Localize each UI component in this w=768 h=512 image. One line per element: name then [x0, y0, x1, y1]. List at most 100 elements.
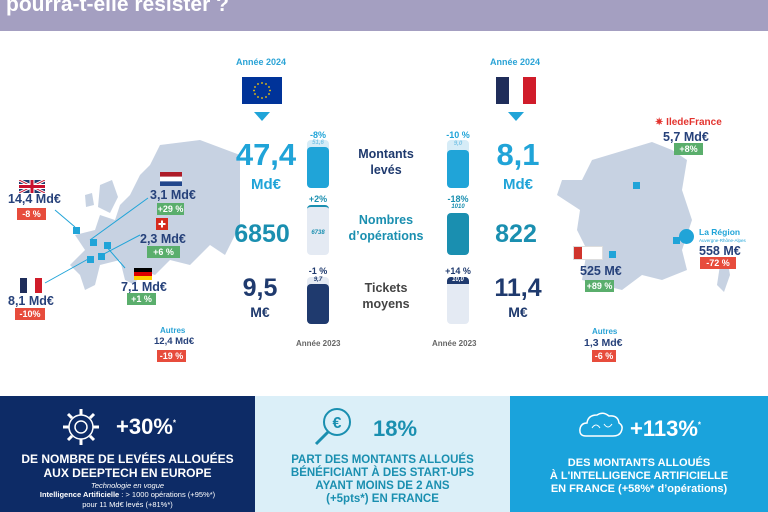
germany-value: 7,1 Md€ — [121, 280, 167, 294]
uk-flag-icon — [19, 180, 45, 193]
europe-others-label: Autres — [160, 326, 186, 335]
panel-ai: +113%* DES MONTANTS ALLOUÉS À L'INTELLIG… — [510, 396, 768, 512]
startups-headline: 18% — [373, 416, 418, 441]
fr-others-change-badge: -6 % — [592, 350, 616, 362]
occitanie-logo-icon — [573, 246, 603, 260]
occitanie-change-badge: +89 % — [585, 280, 614, 292]
eu-ticket-bar — [307, 284, 329, 324]
eu-ticket-value: 9,5 — [242, 274, 278, 302]
fr-operations-value: 822 — [495, 220, 537, 248]
label-operations: Nombres d’opérations — [348, 213, 424, 243]
eu-operations-bar — [307, 205, 329, 255]
svg-text:€: € — [333, 415, 342, 432]
eu-ticket-prev: 9,7 — [313, 277, 323, 283]
label-tickets: Tickets moyens — [362, 281, 410, 311]
france-europe-value: 8,1 Md€ — [8, 294, 54, 308]
uk-marker — [73, 227, 80, 234]
eu-amount-unit: Md€ — [251, 176, 281, 193]
header-bar: pourra-t-elle résister ? — [0, 0, 768, 31]
fr-ticket-bar — [447, 277, 469, 324]
gear-icon — [63, 409, 99, 445]
eu-arrow-down-icon — [254, 112, 270, 121]
eu-amount-value: 47,4 — [235, 137, 297, 172]
germany-marker — [104, 242, 111, 249]
idf-value: 5,7 Md€ — [663, 130, 709, 144]
aura-value: 558 M€ — [699, 244, 741, 258]
deeptech-detail-2: pour 11 Md€ levés (+81%*) — [82, 500, 173, 509]
france-map — [557, 142, 730, 292]
uk-change-badge: -8 % — [17, 208, 46, 220]
france-europe-change-badge: -10% — [15, 308, 45, 320]
fr-others-label: Autres — [592, 327, 618, 336]
idf-change-badge: +8% — [674, 143, 703, 155]
idf-logo: ✷ IledeFrance — [655, 117, 722, 128]
label-amounts: Montants levés — [358, 147, 414, 177]
eu-year-label: Année 2024 — [236, 57, 287, 67]
euro-search-icon: € — [314, 408, 351, 446]
netherlands-marker — [90, 239, 97, 246]
fr-ticket-prev: 10,0 — [452, 277, 464, 283]
fr-amount-prev: 9,0 — [453, 141, 463, 147]
germany-change-badge: +1 % — [127, 293, 156, 305]
switzerland-marker — [98, 253, 105, 260]
europe-others-change-badge: -19 % — [157, 350, 186, 362]
uk-value: 14,4 Md€ — [8, 192, 61, 206]
eu-flag-icon — [242, 77, 282, 104]
eu-amount-prev: 51,6 — [312, 140, 324, 146]
fr-operations-prev: 1010 — [451, 204, 465, 210]
fr-ticket-unit: M€ — [508, 304, 528, 320]
idf-star-icon: ✷ — [655, 117, 667, 128]
fr-year-label: Année 2024 — [490, 57, 541, 67]
aura-name: La Région — [699, 227, 741, 237]
ai-text: DES MONTANTS ALLOUÉS À L'INTELLIGENCE AR… — [549, 457, 729, 495]
france-marker — [87, 256, 94, 263]
eu-ticket-unit: M€ — [250, 304, 270, 320]
idf-marker — [633, 182, 640, 189]
panel-deeptech: +30%* DE NOMBRE DE LEVÉES ALLOUÉES AUX D… — [0, 396, 255, 512]
deeptech-subtitle: Technologie en vogue — [90, 481, 165, 490]
fr-others-value: 1,3 Md€ — [584, 337, 623, 349]
fr-amount-unit: Md€ — [503, 176, 533, 193]
fr-arrow-down-icon — [508, 112, 524, 121]
fr-prev-year-label: Année 2023 — [432, 339, 477, 348]
eu-amount-change: -8% — [309, 130, 326, 140]
deeptech-detail: Intelligence Artificielle : > 1000 opéra… — [39, 490, 216, 499]
aura-change-badge: -72 % — [700, 257, 736, 269]
europe-map — [70, 140, 240, 290]
netherlands-flag-icon — [160, 172, 182, 186]
fr-amount-value: 8,1 — [496, 137, 540, 172]
switzerland-change-badge: +6 % — [147, 246, 180, 258]
startups-text: PART DES MONTANTS ALLOUÉS BÉNÉFICIANT À … — [290, 454, 475, 505]
france-flag-icon — [20, 278, 42, 293]
eu-operations-change: +2% — [308, 194, 328, 204]
switzerland-value: 2,3 Md€ — [140, 232, 186, 246]
germany-flag-icon — [134, 268, 152, 280]
fr-operations-change: -18% — [447, 194, 469, 204]
aura-subname: Auvergne-Rhône-Alpes — [699, 238, 746, 243]
occitanie-value: 525 M€ — [580, 264, 622, 278]
ai-headline: +113%* — [630, 416, 702, 441]
eu-amount-bar — [307, 147, 329, 188]
switzerland-flag-icon — [156, 218, 168, 230]
netherlands-change-badge: +29 % — [157, 203, 184, 215]
deeptech-text: DE NOMBRE DE LEVÉES ALLOUÉES AUX DEEPTEC… — [21, 452, 234, 480]
france-flag-large-icon — [496, 77, 536, 104]
fr-amount-change: -10 % — [446, 130, 470, 140]
occitanie-marker — [609, 251, 616, 258]
europe-others-value: 12,4 Md€ — [154, 336, 195, 347]
brain-cloud-icon — [579, 412, 623, 437]
panel-startups: € 18% PART DES MONTANTS ALLOUÉS BÉNÉFICI… — [255, 396, 510, 512]
fr-ticket-change: +14 % — [445, 266, 471, 276]
page-title: pourra-t-elle résister ? — [6, 0, 229, 16]
netherlands-value: 3,1 Md€ — [150, 188, 196, 202]
eu-operations-value: 6850 — [234, 220, 290, 248]
eu-operations-prev: 6738 — [311, 230, 325, 236]
fr-ticket-value: 11,4 — [494, 274, 542, 302]
eu-ticket-change: -1 % — [308, 266, 328, 276]
fr-operations-bar — [447, 213, 469, 255]
aura-logo-icon — [679, 229, 694, 244]
eu-prev-year-label: Année 2023 — [296, 339, 341, 348]
fr-amount-bar — [447, 150, 469, 188]
deeptech-headline: +30%* — [116, 414, 177, 439]
